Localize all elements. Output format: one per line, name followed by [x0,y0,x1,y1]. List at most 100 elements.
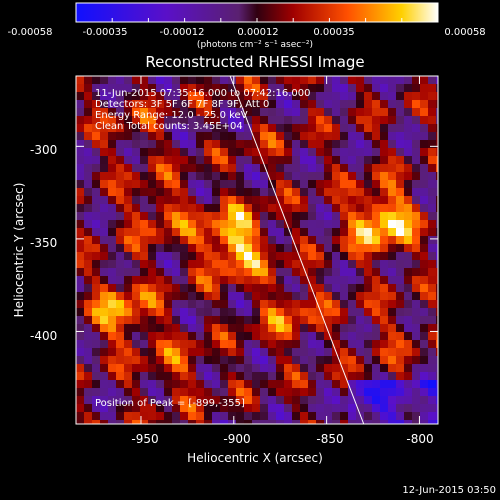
heatmap-cell [196,172,204,180]
info-method-counts: Clean Total counts: 3.45E+04 [95,121,243,132]
heatmap-cell [276,292,284,300]
heatmap-cell [300,196,308,204]
heatmap-cell [268,236,276,244]
heatmap-cell [388,156,396,164]
heatmap-cell [380,204,388,212]
heatmap-cell [412,308,420,316]
heatmap-cell [228,412,236,420]
heatmap-cell [340,204,348,212]
heatmap-cell [164,236,172,244]
heatmap-cell [420,148,428,156]
heatmap-cell [132,92,140,100]
heatmap-cell [196,316,204,324]
heatmap-cell [340,196,348,204]
heatmap-cell [252,228,260,236]
heatmap-cell [436,420,438,424]
heatmap-cell [300,100,308,108]
heatmap-cell [244,404,252,412]
heatmap-cell [92,100,100,108]
heatmap-cell [140,244,148,252]
heatmap-cell [124,412,132,420]
heatmap-cell [180,284,188,292]
heatmap-cell [260,252,268,260]
heatmap-cell [180,276,188,284]
heatmap-cell [356,140,364,148]
heatmap-cell [244,356,252,364]
heatmap-cell [276,260,284,268]
heatmap-cell [188,100,196,108]
heatmap-cell [276,420,284,424]
heatmap-cell [372,92,380,100]
heatmap-cell [420,164,428,172]
heatmap-cell [404,84,412,92]
heatmap-cell [252,356,260,364]
heatmap-cell [116,108,124,116]
heatmap-cell [180,420,188,424]
heatmap-cell [364,260,372,268]
heatmap-cell [204,212,212,220]
heatmap-cell [116,148,124,156]
heatmap-cell [348,308,356,316]
heatmap-cell [148,92,156,100]
heatmap-cell [212,388,220,396]
heatmap-cell [348,292,356,300]
heatmap-cell [276,252,284,260]
heatmap-cell [364,172,372,180]
heatmap-cell [356,292,364,300]
heatmap-cell [324,348,332,356]
heatmap-cell [436,380,438,388]
heatmap-cell [164,276,172,284]
heatmap-cell [412,164,420,172]
heatmap-cell [252,404,260,412]
heatmap-cell [76,84,84,92]
heatmap-cell [396,284,404,292]
heatmap-cell [316,292,324,300]
heatmap-cell [436,76,438,84]
heatmap-cell [316,332,324,340]
heatmap-cell [356,332,364,340]
heatmap-cell [196,116,204,124]
heatmap-cell [252,148,260,156]
heatmap-cell [260,100,268,108]
heatmap-cell [188,260,196,268]
heatmap-cell [156,372,164,380]
heatmap-cell [308,300,316,308]
heatmap-cell [372,116,380,124]
heatmap-cell [388,188,396,196]
heatmap-cell [76,324,84,332]
heatmap-cell [412,236,420,244]
heatmap-cell [188,268,196,276]
heatmap-cell [108,300,116,308]
heatmap-cell [132,260,140,268]
heatmap-cell [292,76,300,84]
info-energy-range: Energy Range: 12.0 - 25.0 keV [95,110,248,121]
heatmap-cell [324,292,332,300]
heatmap-cell [276,404,284,412]
y-tick-label: -300 [30,143,58,157]
heatmap-cell [380,212,388,220]
heatmap-cell [156,276,164,284]
heatmap-cell [380,356,388,364]
heatmap-cell [124,252,132,260]
heatmap-cell [76,396,84,404]
heatmap-cell [308,316,316,324]
heatmap-cell [332,300,340,308]
heatmap-cell [132,140,140,148]
heatmap-cell [364,292,372,300]
heatmap-cell [372,284,380,292]
heatmap-cell [204,148,212,156]
heatmap-cell [268,308,276,316]
heatmap-cell [396,300,404,308]
heatmap-cell [268,196,276,204]
heatmap-cell [76,292,84,300]
heatmap-cell [396,164,404,172]
heatmap-cell [148,116,156,124]
heatmap-cell [268,372,276,380]
heatmap-cell [420,188,428,196]
heatmap-cell [180,332,188,340]
heatmap-cell [172,124,180,132]
heatmap-cell [76,372,84,380]
heatmap-cell [116,196,124,204]
heatmap-cell [276,124,284,132]
heatmap-cell [380,92,388,100]
